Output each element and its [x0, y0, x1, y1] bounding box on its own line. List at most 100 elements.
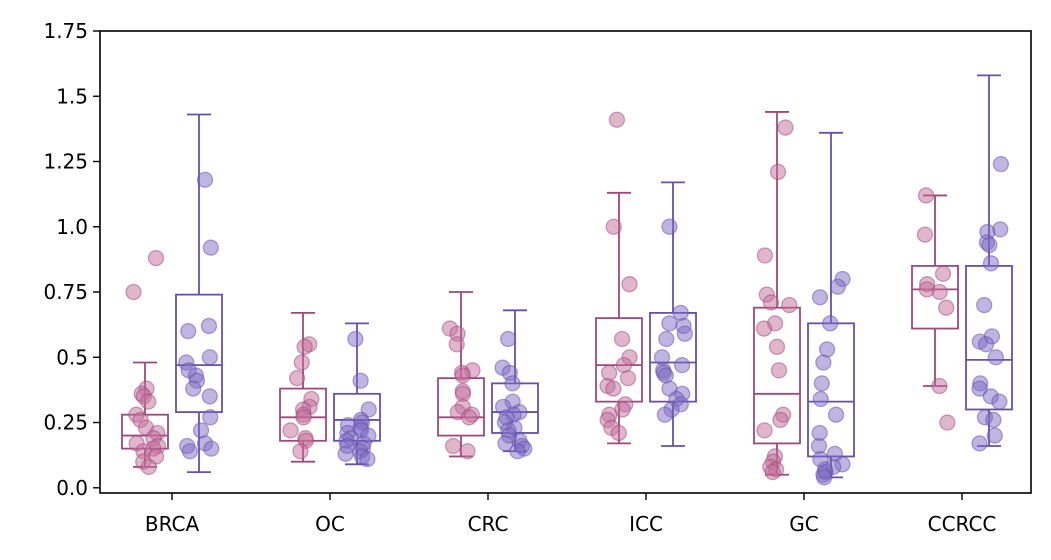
- point: [509, 443, 526, 460]
- point: [916, 226, 934, 243]
- point: [181, 443, 198, 460]
- point: [812, 390, 829, 408]
- point: [931, 283, 948, 301]
- point: [986, 427, 1003, 444]
- point: [938, 299, 955, 316]
- point: [977, 336, 995, 353]
- point: [448, 336, 465, 353]
- point: [769, 163, 787, 181]
- point: [811, 289, 829, 306]
- point: [992, 155, 1010, 173]
- point: [613, 330, 631, 348]
- point: [202, 239, 219, 256]
- point: [676, 325, 693, 342]
- x-tick-label: CCRCC: [928, 512, 997, 536]
- point: [140, 458, 157, 476]
- point: [347, 330, 364, 348]
- point: [608, 111, 626, 128]
- point: [991, 393, 1008, 410]
- point: [460, 409, 478, 426]
- plot-area: [99, 30, 1032, 494]
- point: [768, 338, 786, 355]
- x-tick-label: CRC: [468, 512, 509, 536]
- x-axis: BRCA OC CRC ICC GC CCRCC: [145, 493, 997, 536]
- data-points: [125, 111, 1010, 486]
- point: [282, 422, 299, 439]
- point: [985, 411, 1002, 429]
- point: [619, 370, 637, 387]
- point: [931, 377, 948, 395]
- point: [939, 414, 956, 431]
- point: [777, 119, 794, 136]
- point: [981, 236, 998, 254]
- point: [288, 370, 306, 387]
- point: [934, 265, 952, 282]
- x-tick-label: BRCA: [145, 512, 200, 536]
- point: [756, 247, 774, 264]
- point: [201, 349, 218, 366]
- point: [813, 375, 830, 392]
- y-tick-label: 1.25: [43, 150, 88, 174]
- point: [971, 435, 988, 452]
- y-tick-label: 1.0: [56, 215, 88, 239]
- point: [971, 380, 988, 397]
- point: [829, 278, 846, 295]
- point: [621, 276, 638, 293]
- point: [762, 294, 780, 311]
- point: [337, 445, 354, 462]
- point: [661, 218, 678, 235]
- y-tick-label: 0.25: [43, 411, 88, 435]
- point: [987, 349, 1004, 366]
- point: [359, 450, 376, 468]
- point: [499, 330, 517, 348]
- point: [497, 435, 514, 452]
- point: [203, 440, 220, 457]
- point: [661, 315, 678, 332]
- point: [185, 380, 202, 397]
- point: [772, 411, 789, 429]
- point: [610, 424, 627, 442]
- point: [822, 315, 839, 332]
- point: [125, 283, 142, 301]
- point: [444, 437, 462, 455]
- y-axis: 0.0 0.25 0.5 0.75 1.0 1.25 1.5 1.75: [43, 19, 100, 500]
- point: [917, 187, 935, 204]
- point: [504, 375, 521, 392]
- y-tick-label: 1.75: [43, 19, 88, 43]
- box-iqr: [911, 265, 959, 330]
- box-iqr: [175, 293, 223, 413]
- point: [202, 409, 219, 426]
- y-tick-label: 0.0: [56, 476, 88, 500]
- point: [764, 463, 781, 481]
- point: [292, 443, 309, 460]
- y-tick-label: 1.5: [56, 84, 88, 108]
- x-tick-label: ICC: [629, 512, 663, 536]
- point: [781, 296, 798, 314]
- point: [673, 356, 691, 374]
- point: [459, 443, 476, 460]
- y-tick-label: 0.75: [43, 280, 88, 304]
- point: [200, 317, 218, 335]
- point: [816, 469, 833, 486]
- point: [295, 409, 312, 426]
- point: [976, 296, 993, 314]
- point: [827, 406, 845, 423]
- y-tick-label: 0.5: [56, 345, 88, 369]
- point: [296, 338, 313, 355]
- point: [293, 354, 310, 371]
- point: [352, 372, 369, 389]
- point: [756, 422, 773, 439]
- point: [658, 330, 675, 348]
- point: [454, 367, 471, 384]
- point: [656, 406, 674, 423]
- point: [147, 249, 165, 267]
- point: [770, 362, 788, 379]
- x-tick-label: GC: [789, 512, 818, 536]
- point: [196, 171, 214, 188]
- point: [815, 354, 832, 371]
- point: [201, 388, 218, 405]
- point: [605, 380, 622, 397]
- point: [982, 255, 1000, 272]
- point: [755, 320, 773, 337]
